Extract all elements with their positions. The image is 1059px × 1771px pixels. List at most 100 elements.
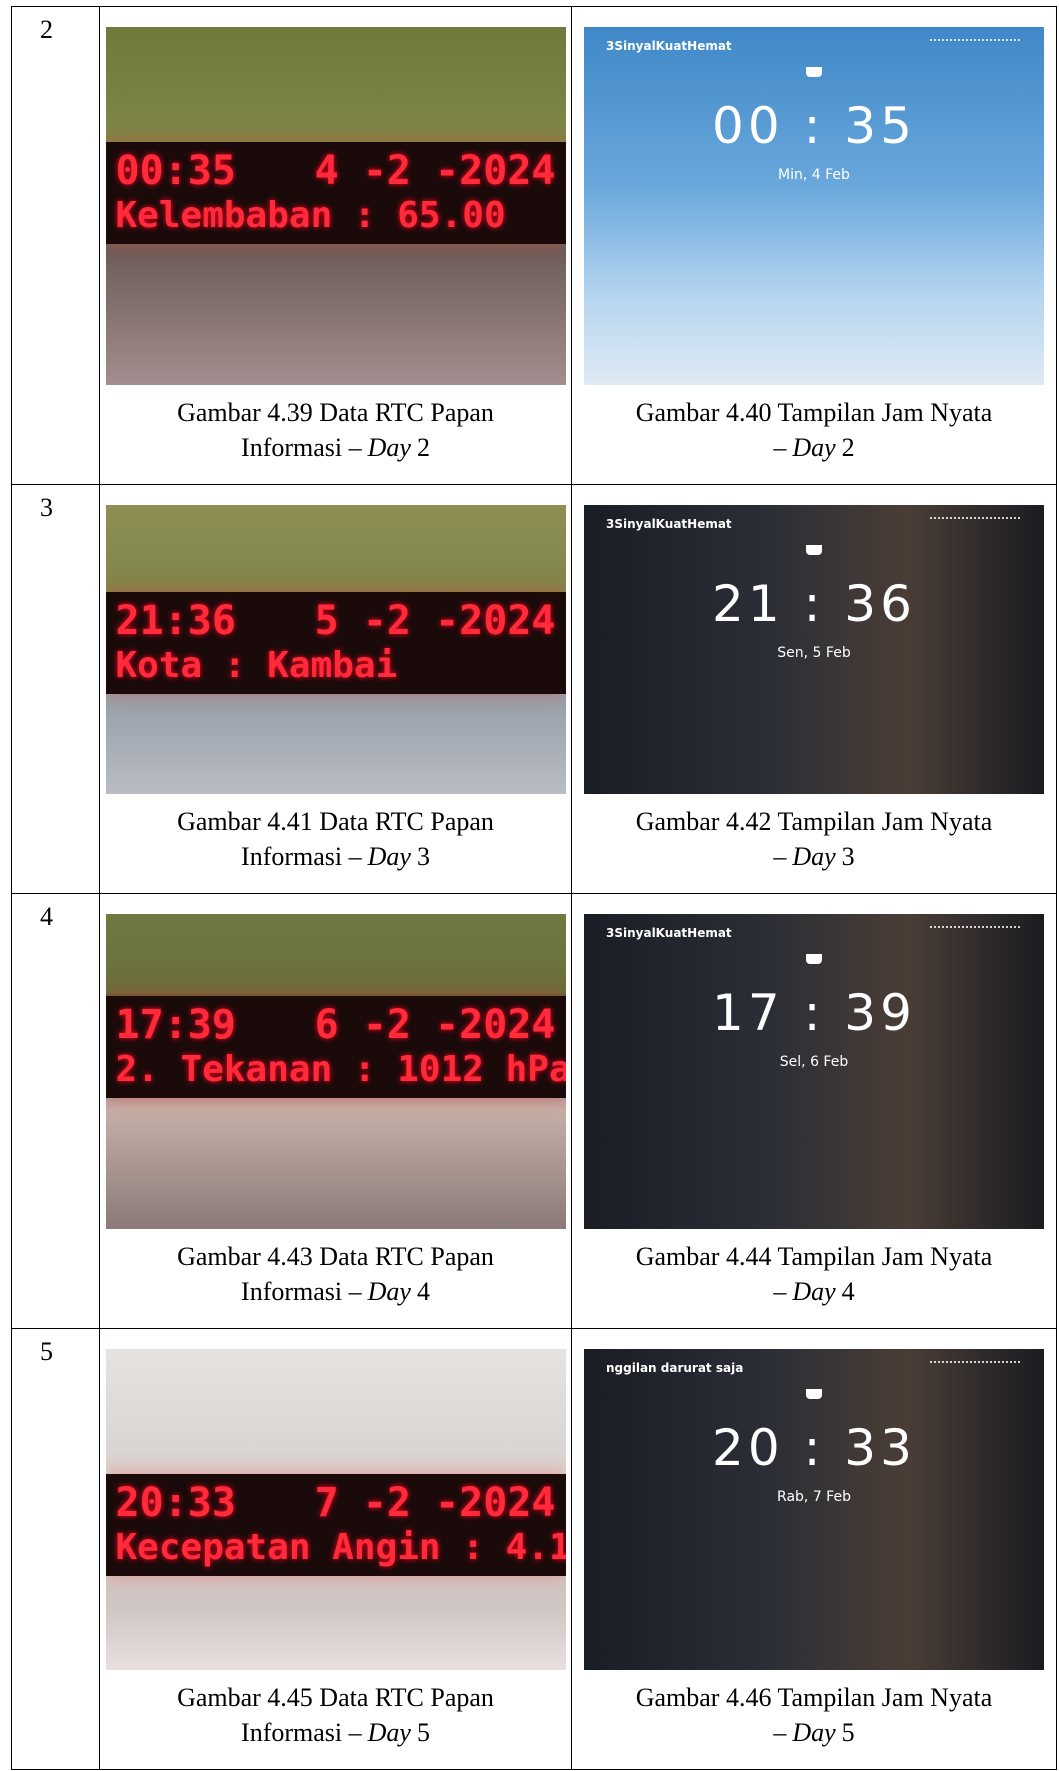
caption-text: Informasi – xyxy=(241,842,362,871)
caption-number: 2 xyxy=(416,433,430,462)
led-time: 20:33 xyxy=(115,1480,236,1526)
status-icons xyxy=(930,39,1020,51)
lock-icon xyxy=(806,954,822,964)
row-number: 5 xyxy=(11,1328,100,1770)
caption-line: – Day 4 xyxy=(636,1274,993,1309)
led-photo: 17:39 6 -2 -2024 2. Tekanan : 1012 hPa xyxy=(105,914,566,1229)
caption: Gambar 4.42 Tampilan Jam Nyata – Day 3 xyxy=(636,804,993,874)
figure: 3SinyalKuatHemat 00 : 35 Min, 4 Feb Gambar … xyxy=(572,7,1056,465)
caption-line: Gambar 4.42 Tampilan Jam Nyata xyxy=(635,807,993,836)
led-message: Kecepatan Angin : 4.12 xyxy=(115,1527,566,1568)
caption-number: 4 xyxy=(841,1277,855,1306)
clock-time: 00 : 35 xyxy=(712,97,916,155)
caption: Gambar 4.43 Data RTC Papan Informasi – Day… xyxy=(177,1239,494,1309)
led-date: 7 -2 -2024 xyxy=(314,1480,556,1526)
led-panel: 00:35 4 -2 -2024 Kelembaban : 65.00 xyxy=(105,142,566,244)
led-date: 5 -2 -2024 xyxy=(314,598,556,644)
led-panel: 20:33 7 -2 -2024 Kecepatan Angin : 4.12 xyxy=(105,1474,566,1576)
caption-line: Informasi – Day 2 xyxy=(177,430,494,465)
table-row: 4 17:39 6 -2 -2024 2. Tekanan : 1012 hPa Gam… xyxy=(11,893,1057,1329)
row-number: 3 xyxy=(11,484,100,894)
caption-number: 3 xyxy=(416,842,430,871)
clock-time: 17 : 39 xyxy=(712,984,916,1042)
table-row: 2 00:35 4 -2 -2024 Kelembaban : 65.00 Gambar… xyxy=(11,6,1057,485)
caption-text: Informasi – xyxy=(241,433,362,462)
caption-line: – Day 2 xyxy=(636,430,993,465)
led-line: 17:39 6 -2 -2024 xyxy=(116,1002,556,1048)
caption-italic: Day xyxy=(367,433,411,462)
caption-line: Informasi – Day 4 xyxy=(177,1274,494,1309)
caption-line: Gambar 4.39 Data RTC Papan xyxy=(177,398,494,427)
caption-text: Informasi – xyxy=(241,1718,362,1747)
caption-number: 3 xyxy=(841,842,855,871)
led-line: 20:33 7 -2 -2024 xyxy=(116,1480,556,1526)
caption-line: Gambar 4.44 Tampilan Jam Nyata xyxy=(635,1242,993,1271)
led-message: Kota : Kambai xyxy=(115,645,398,686)
figure-cell: 3SinyalKuatHemat 00 : 35 Min, 4 Feb Gambar … xyxy=(571,6,1057,485)
led-photo: 20:33 7 -2 -2024 Kecepatan Angin : 4.12 xyxy=(105,1349,566,1670)
clock-date: Sel, 6 Feb xyxy=(779,1054,849,1070)
figure-cell: 00:35 4 -2 -2024 Kelembaban : 65.00 Gambar … xyxy=(99,6,572,485)
caption-italic: Day xyxy=(792,1718,836,1747)
lock-icon xyxy=(806,1389,822,1399)
figure: 17:39 6 -2 -2024 2. Tekanan : 1012 hPa Gamb… xyxy=(100,894,571,1309)
figure-cell: 3SinyalKuatHemat 17 : 39 Sel, 6 Feb Gambar … xyxy=(571,893,1057,1329)
table-row: 3 21:36 5 -2 -2024 Kota : Kambai Gambar 4.41… xyxy=(11,484,1057,894)
caption-text: – xyxy=(773,842,787,871)
phone-screen: 3SinyalKuatHemat 00 : 35 Min, 4 Feb xyxy=(584,27,1044,385)
clock-time: 21 : 36 xyxy=(712,575,916,633)
figure-cell: 3SinyalKuatHemat 21 : 36 Sen, 5 Feb Gambar … xyxy=(571,484,1057,894)
led-time: 00:35 xyxy=(115,148,236,194)
caption-text: – xyxy=(773,433,787,462)
phone-screen: 3SinyalKuatHemat 17 : 39 Sel, 6 Feb xyxy=(584,914,1044,1229)
caption: Gambar 4.40 Tampilan Jam Nyata – Day 2 xyxy=(636,395,993,465)
caption-number: 5 xyxy=(416,1718,430,1747)
led-message: Kelembaban : 65.00 xyxy=(115,195,506,236)
figure: 3SinyalKuatHemat 21 : 36 Sen, 5 Feb Gambar … xyxy=(572,485,1056,874)
led-time: 21:36 xyxy=(115,598,236,644)
led-date: 6 -2 -2024 xyxy=(314,1002,556,1048)
row-number: 2 xyxy=(11,6,100,485)
clock-date: Min, 4 Feb xyxy=(778,167,850,183)
carrier: 3SinyalKuatHemat xyxy=(606,39,732,53)
led-line: 21:36 5 -2 -2024 xyxy=(116,598,556,644)
led-date: 4 -2 -2024 xyxy=(314,148,556,194)
status-icons xyxy=(930,926,1020,938)
table-row: 5 20:33 7 -2 -2024 Kecepatan Angin : 4.12 Ga… xyxy=(11,1328,1057,1770)
phone-screen: nggilan darurat saja 20 : 33 Rab, 7 Feb xyxy=(584,1349,1044,1670)
led-line: 00:35 4 -2 -2024 xyxy=(116,148,556,194)
figure: 00:35 4 -2 -2024 Kelembaban : 65.00 Gambar … xyxy=(100,7,571,465)
carrier: nggilan darurat saja xyxy=(606,1361,744,1375)
caption-italic: Day xyxy=(792,433,836,462)
led-message: 2. Tekanan : 1012 hPa xyxy=(115,1049,566,1090)
row-number: 4 xyxy=(11,893,100,1329)
figure: 3SinyalKuatHemat 17 : 39 Sel, 6 Feb Gambar … xyxy=(572,894,1056,1309)
caption: Gambar 4.46 Tampilan Jam Nyata – Day 5 xyxy=(636,1680,993,1750)
lock-icon xyxy=(806,67,822,77)
caption-line: Gambar 4.43 Data RTC Papan xyxy=(177,1242,494,1271)
led-photo: 00:35 4 -2 -2024 Kelembaban : 65.00 xyxy=(105,27,566,385)
figure-cell: 17:39 6 -2 -2024 2. Tekanan : 1012 hPa Gamb… xyxy=(99,893,572,1329)
caption-italic: Day xyxy=(792,1277,836,1306)
phone-screen: 3SinyalKuatHemat 21 : 36 Sen, 5 Feb xyxy=(584,505,1044,794)
caption-italic: Day xyxy=(367,1277,411,1306)
caption-number: 2 xyxy=(841,433,855,462)
led-time: 17:39 xyxy=(115,1002,236,1048)
figure-cell: 20:33 7 -2 -2024 Kecepatan Angin : 4.12 Gam… xyxy=(99,1328,572,1770)
caption-italic: Day xyxy=(367,1718,411,1747)
caption-line: Gambar 4.41 Data RTC Papan xyxy=(177,807,494,836)
caption-italic: Day xyxy=(792,842,836,871)
caption: Gambar 4.39 Data RTC Papan Informasi – Day… xyxy=(177,395,494,465)
caption-line: Gambar 4.40 Tampilan Jam Nyata xyxy=(635,398,993,427)
caption-number: 5 xyxy=(841,1718,855,1747)
figure: 20:33 7 -2 -2024 Kecepatan Angin : 4.12 Gam… xyxy=(100,1329,571,1750)
lock-icon xyxy=(806,545,822,555)
figure-table: 2 00:35 4 -2 -2024 Kelembaban : 65.00 Gambar… xyxy=(11,6,1057,1770)
clock-time: 20 : 33 xyxy=(712,1419,916,1477)
caption-italic: Day xyxy=(367,842,411,871)
clock-date: Rab, 7 Feb xyxy=(777,1489,851,1505)
caption: Gambar 4.41 Data RTC Papan Informasi – Day… xyxy=(177,804,494,874)
clock-date: Sen, 5 Feb xyxy=(777,645,851,661)
caption-line: Informasi – Day 3 xyxy=(177,839,494,874)
